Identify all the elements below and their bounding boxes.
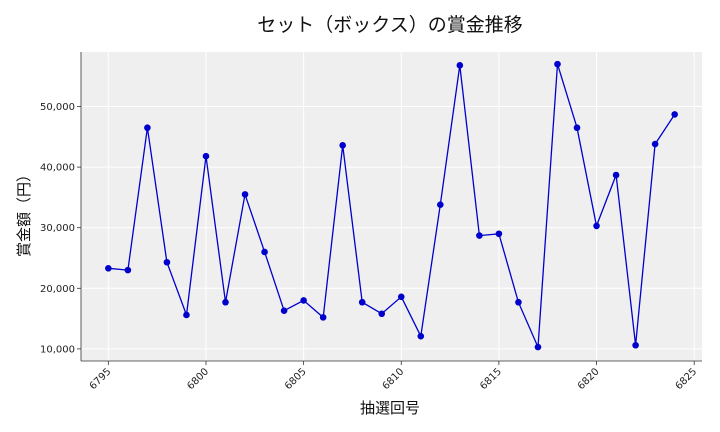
data-point	[456, 62, 464, 69]
x-tick-label: 6820	[576, 366, 602, 392]
data-point	[300, 297, 307, 304]
x-tick-label: 6810	[381, 366, 407, 392]
data-point	[202, 152, 210, 160]
data-point	[515, 298, 522, 306]
data-point	[632, 341, 639, 349]
data-point	[495, 230, 503, 238]
data-point	[573, 124, 581, 132]
y-tick-label: 10,000	[40, 344, 75, 355]
x-tick-label: 6800	[185, 366, 211, 392]
y-tick-label: 40,000	[40, 163, 75, 174]
y-axis-label: 賞金額（円）	[15, 167, 33, 257]
axes	[80, 52, 702, 362]
y-tick-label: 20,000	[40, 284, 75, 295]
data-point	[144, 124, 151, 132]
data-point	[280, 307, 288, 315]
data-point	[124, 266, 132, 274]
data-point	[261, 248, 268, 256]
plot-area	[81, 52, 702, 361]
x-tick-label: 6815	[478, 366, 504, 392]
data-point	[417, 332, 425, 340]
data-point	[534, 343, 542, 351]
data-point	[339, 142, 346, 149]
data-point	[671, 111, 678, 118]
data-point	[612, 171, 620, 179]
series-line	[108, 63, 676, 348]
data-point	[378, 310, 386, 318]
x-axis-ticks: 6795 6800 6805 6810 6815 6820 6825	[88, 361, 700, 392]
data-point	[476, 232, 483, 239]
y-tick-label: 50,000	[40, 102, 75, 113]
x-axis-label: 抽選回号	[360, 399, 420, 417]
chart-title: セット（ボックス）の賞金推移	[257, 14, 522, 36]
data-point	[105, 265, 112, 272]
data-point	[183, 311, 190, 319]
data-point	[397, 293, 405, 301]
data-point	[319, 314, 327, 321]
x-tick-label: 6795	[88, 366, 114, 392]
y-axis-ticks: 10,000 20,000 30,000 40,000 50,000	[40, 102, 81, 355]
data-point	[593, 222, 600, 230]
data-point	[163, 258, 171, 266]
data-point	[222, 298, 229, 306]
data-point	[554, 60, 561, 68]
data-point	[651, 140, 659, 148]
x-tick-label: 6825	[674, 366, 700, 392]
data-point	[241, 191, 249, 198]
data-point	[437, 201, 444, 208]
y-tick-label: 30,000	[40, 223, 75, 234]
data-point	[358, 298, 366, 306]
series-group	[105, 60, 678, 351]
x-tick-label: 6805	[283, 366, 309, 392]
